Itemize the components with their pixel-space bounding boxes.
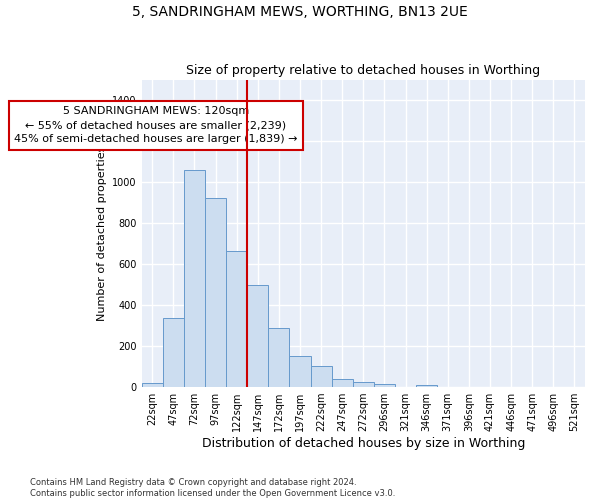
X-axis label: Distribution of detached houses by size in Worthing: Distribution of detached houses by size … (202, 437, 525, 450)
Bar (247, 284, 268, 387)
Bar (374, 384, 395, 387)
Text: 5, SANDRINGHAM MEWS, WORTHING, BN13 2UE: 5, SANDRINGHAM MEWS, WORTHING, BN13 2UE (132, 5, 468, 19)
Bar (226, 250, 247, 387)
Text: 5 SANDRINGHAM MEWS: 120sqm
← 55% of detached houses are smaller (2,239)
45% of s: 5 SANDRINGHAM MEWS: 120sqm ← 55% of deta… (14, 106, 298, 144)
Bar (416, 385, 437, 387)
Bar (184, 170, 205, 387)
Y-axis label: Number of detached properties: Number of detached properties (97, 146, 107, 321)
Bar (163, 318, 184, 387)
Bar (289, 356, 311, 387)
Bar (268, 328, 289, 387)
Bar (311, 366, 332, 387)
Text: Contains HM Land Registry data © Crown copyright and database right 2024.
Contai: Contains HM Land Registry data © Crown c… (30, 478, 395, 498)
Bar (142, 383, 163, 387)
Bar (353, 382, 374, 387)
Bar (332, 379, 353, 387)
Title: Size of property relative to detached houses in Worthing: Size of property relative to detached ho… (186, 64, 541, 77)
Bar (205, 198, 226, 387)
